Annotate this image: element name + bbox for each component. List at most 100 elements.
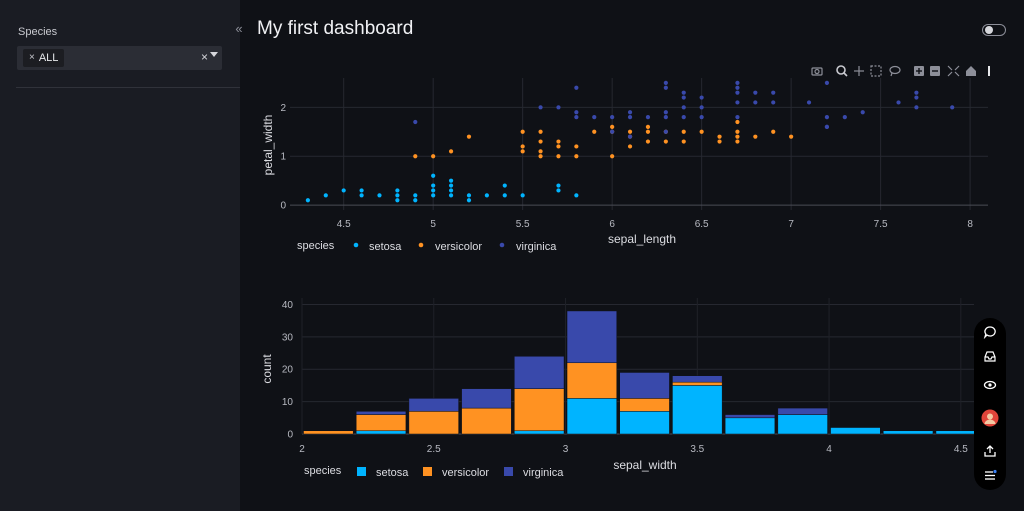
scatter-point-virginica[interactable]	[663, 110, 668, 115]
scatter-point-setosa[interactable]	[377, 193, 382, 198]
scatter-point-setosa[interactable]	[413, 198, 418, 203]
scatter-point-virginica[interactable]	[735, 85, 740, 90]
chip-remove-icon[interactable]: ×	[29, 52, 35, 63]
scatter-point-setosa[interactable]	[413, 193, 418, 198]
histogram-bar-virginica[interactable]	[566, 310, 617, 364]
legend-marker-versicolor[interactable]	[418, 242, 424, 248]
histogram-legend-virginica[interactable]: virginica	[523, 467, 564, 479]
scatter-point-versicolor[interactable]	[520, 129, 525, 134]
scatter-point-versicolor[interactable]	[538, 154, 543, 159]
scatter-point-versicolor[interactable]	[735, 119, 740, 125]
scatter-point-virginica[interactable]	[610, 115, 615, 120]
scatter-point-virginica[interactable]	[753, 90, 758, 95]
scatter-point-virginica[interactable]	[735, 100, 740, 105]
scatter-point-virginica[interactable]	[806, 100, 812, 105]
legend-marker-setosa[interactable]	[353, 242, 359, 248]
scatter-point-virginica[interactable]	[681, 95, 686, 100]
scatter-point-versicolor[interactable]	[431, 154, 436, 159]
scatter-point-versicolor[interactable]	[520, 149, 525, 154]
scatter-point-versicolor[interactable]	[717, 134, 722, 139]
histogram-bar-versicolor[interactable]	[461, 407, 512, 435]
histogram-bar-setosa[interactable]	[672, 385, 723, 435]
scatter-point-versicolor[interactable]	[627, 144, 633, 149]
scatter-point-virginica[interactable]	[824, 80, 830, 85]
scatter-point-versicolor[interactable]	[645, 129, 651, 134]
scatter-point-versicolor[interactable]	[413, 154, 418, 159]
scatter-point-virginica[interactable]	[681, 115, 686, 120]
histogram-bar-setosa[interactable]	[724, 417, 776, 435]
scatter-point-virginica[interactable]	[860, 110, 865, 115]
scatter-point-setosa[interactable]	[395, 193, 400, 198]
scatter-point-virginica[interactable]	[627, 110, 633, 115]
reset-home-icon[interactable]	[966, 66, 976, 76]
scatter-point-virginica[interactable]	[842, 115, 847, 120]
scatter-legend-setosa[interactable]: setosa	[369, 241, 402, 253]
zoom-out-icon[interactable]	[930, 66, 940, 76]
scatter-point-setosa[interactable]	[502, 193, 507, 198]
scatter-point-versicolor[interactable]	[538, 129, 543, 134]
scatter-point-virginica[interactable]	[556, 105, 561, 110]
scatter-point-setosa[interactable]	[502, 183, 507, 188]
scatter-point-versicolor[interactable]	[538, 149, 543, 154]
scatter-point-setosa[interactable]	[341, 188, 346, 193]
scatter-point-virginica[interactable]	[824, 115, 830, 120]
scatter-point-versicolor[interactable]	[663, 139, 668, 144]
scatter-point-versicolor[interactable]	[735, 129, 740, 134]
plotly-logo-icon[interactable]	[988, 66, 990, 76]
scatter-point-virginica[interactable]	[914, 95, 919, 100]
zoom-icon[interactable]	[836, 65, 848, 77]
scatter-point-versicolor[interactable]	[681, 129, 686, 134]
histogram-bar-virginica[interactable]	[724, 414, 776, 419]
autoscale-icon[interactable]	[947, 65, 960, 77]
scatter-point-versicolor[interactable]	[681, 139, 686, 144]
histogram-bar-setosa[interactable]	[514, 430, 565, 435]
scatter-point-virginica[interactable]	[735, 115, 740, 120]
scatter-point-versicolor[interactable]	[556, 144, 561, 149]
histogram-bar-versicolor[interactable]	[514, 388, 565, 432]
scatter-point-setosa[interactable]	[466, 198, 472, 203]
scatter-point-virginica[interactable]	[538, 105, 543, 110]
legend-swatch-virginica[interactable]	[504, 467, 513, 476]
chevron-down-icon[interactable]	[210, 52, 218, 57]
scatter-point-virginica[interactable]	[574, 115, 579, 120]
scatter-point-virginica[interactable]	[413, 119, 418, 125]
scatter-point-virginica[interactable]	[753, 100, 758, 105]
scatter-point-virginica[interactable]	[663, 85, 668, 90]
scatter-point-versicolor[interactable]	[592, 129, 597, 134]
scatter-point-virginica[interactable]	[735, 80, 740, 85]
scatter-point-versicolor[interactable]	[771, 129, 776, 134]
histogram-bar-versicolor[interactable]	[303, 430, 354, 435]
histogram-bar-virginica[interactable]	[355, 411, 407, 415]
scatter-point-virginica[interactable]	[699, 105, 704, 110]
scatter-point-versicolor[interactable]	[538, 139, 543, 144]
scatter-point-versicolor[interactable]	[556, 139, 561, 144]
scatter-point-setosa[interactable]	[574, 193, 579, 198]
histogram-bar-versicolor[interactable]	[355, 414, 407, 432]
scatter-point-virginica[interactable]	[592, 115, 597, 120]
zoom-in-icon[interactable]	[914, 66, 924, 76]
pan-icon[interactable]	[854, 66, 864, 76]
inbox-icon[interactable]	[981, 347, 999, 365]
scatter-point-setosa[interactable]	[431, 173, 436, 178]
scatter-point-setosa[interactable]	[431, 188, 436, 193]
box-select-icon[interactable]	[870, 65, 882, 77]
scatter-point-virginica[interactable]	[663, 129, 668, 134]
scatter-point-setosa[interactable]	[448, 193, 454, 198]
histogram-bar-virginica[interactable]	[514, 356, 565, 389]
avatar[interactable]	[981, 409, 999, 427]
scatter-point-setosa[interactable]	[466, 193, 472, 198]
scatter-point-virginica[interactable]	[950, 105, 955, 110]
scatter-point-versicolor[interactable]	[574, 144, 579, 149]
scatter-point-virginica[interactable]	[896, 100, 901, 105]
scatter-point-setosa[interactable]	[484, 193, 489, 198]
histogram-bar-setosa[interactable]	[566, 398, 617, 435]
scatter-point-virginica[interactable]	[699, 95, 704, 100]
histogram-bar-versicolor[interactable]	[672, 381, 723, 386]
scatter-point-virginica[interactable]	[914, 90, 919, 95]
share-icon[interactable]	[981, 442, 999, 460]
scatter-point-setosa[interactable]	[448, 188, 454, 193]
lasso-icon[interactable]	[889, 65, 901, 77]
scatter-point-versicolor[interactable]	[448, 149, 454, 154]
scatter-point-setosa[interactable]	[556, 183, 561, 188]
histogram-legend-versicolor[interactable]: versicolor	[442, 467, 489, 479]
